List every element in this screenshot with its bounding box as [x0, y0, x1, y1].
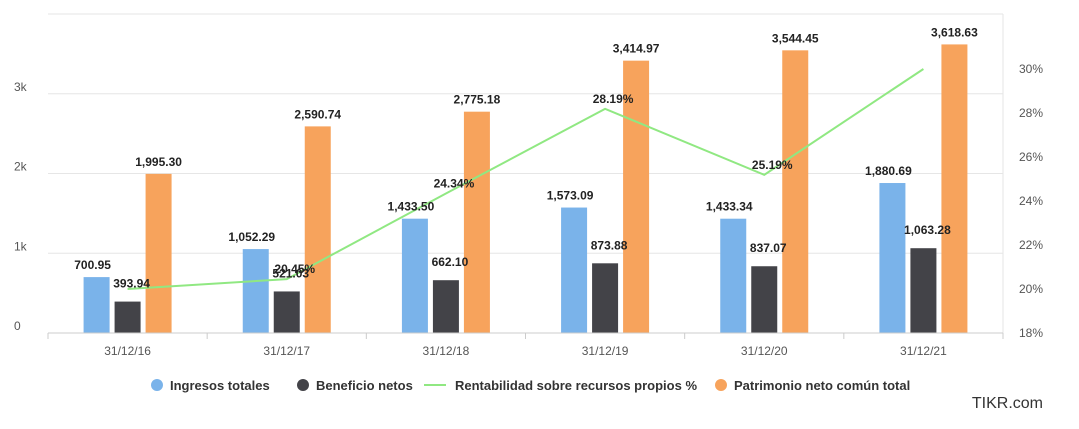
bar-beneficio-netos [432, 280, 459, 333]
bar-ingresos-totales [720, 218, 747, 333]
right-tick-label: 22% [1019, 238, 1043, 252]
roe-line [127, 68, 924, 290]
x-tick-label: 31/12/18 [423, 344, 470, 358]
left-tick-label: 0 [14, 319, 21, 333]
bar-data-label: 1,433.50 [388, 200, 435, 214]
x-tick-label: 31/12/21 [900, 344, 947, 358]
bar-patrimonio-neto-com-n-total [782, 50, 809, 334]
bar-data-label: 393.94 [113, 277, 150, 291]
left-tick-label: 3k [14, 80, 28, 94]
right-tick-label: 30% [1019, 62, 1043, 76]
bar-data-label: 1,433.34 [706, 200, 753, 214]
roe-data-label: 25.19% [752, 158, 793, 172]
bars [83, 44, 968, 334]
bar-patrimonio-neto-com-n-total [463, 111, 490, 333]
bar-data-label: 1,995.30 [135, 155, 182, 169]
bar-data-label: 3,544.45 [772, 31, 819, 45]
right-tick-label: 20% [1019, 282, 1043, 296]
bar-data-label: 521.03 [272, 266, 309, 280]
roe-line-path [127, 68, 924, 290]
bar-data-label: 873.88 [591, 238, 628, 252]
right-tick-label: 18% [1019, 326, 1043, 340]
bar-ingresos-totales [401, 218, 428, 333]
left-axis: 0 1k 2k 3k [14, 80, 28, 333]
legend: Ingresos totales Beneficio netos Rentabili… [151, 378, 910, 393]
legend-label: Beneficio netos [316, 378, 413, 393]
bar-patrimonio-neto-com-n-total [145, 173, 172, 333]
bar-data-label: 1,052.29 [228, 230, 275, 244]
legend-swatch [297, 379, 309, 391]
bar-data-label: 837.07 [750, 241, 787, 255]
bar-data-label: 662.10 [432, 255, 469, 269]
bar-data-label: 2,590.74 [294, 107, 341, 121]
roe-data-label: 28.19% [593, 92, 634, 106]
x-tick-label: 31/12/16 [104, 344, 151, 358]
bar-data-labels: 700.95 1,052.29 1,433.50 1,573.09 1,433.34 1,… [74, 25, 978, 290]
bar-data-label: 1,063.28 [904, 223, 951, 237]
right-tick-label: 24% [1019, 194, 1043, 208]
x-axis: 31/12/16 31/12/17 31/12/18 31/12/19 31/12/20… [47, 332, 1004, 358]
right-tick-label: 26% [1019, 150, 1043, 164]
x-tick-label: 31/12/19 [582, 344, 629, 358]
x-tick-label: 31/12/20 [741, 344, 788, 358]
legend-label: Rentabilidad sobre recursos propios % [455, 378, 697, 393]
bar-beneficio-netos [592, 263, 619, 333]
bar-ingresos-totales [561, 207, 588, 333]
bar-beneficio-netos [273, 291, 300, 333]
roe-data-label: 24.34% [434, 177, 475, 191]
left-tick-label: 1k [14, 239, 28, 253]
bar-data-label: 3,618.63 [931, 25, 978, 39]
bar-patrimonio-neto-com-n-total [623, 60, 650, 334]
bar-beneficio-netos [910, 248, 937, 333]
bar-ingresos-totales [83, 277, 110, 333]
roe-data-label: 20.45% [274, 262, 315, 276]
legend-label: Ingresos totales [170, 378, 270, 393]
legend-swatch [151, 379, 163, 391]
right-axis: 18% 20% 22% 24% 26% 28% 30% [1019, 62, 1043, 340]
x-tick-label: 31/12/17 [263, 344, 310, 358]
bar-patrimonio-neto-com-n-total [304, 126, 331, 333]
bar-patrimonio-neto-com-n-total [941, 44, 968, 334]
legend-swatch [715, 379, 727, 391]
bar-ingresos-totales [879, 183, 906, 333]
bar-data-label: 2,775.18 [454, 93, 501, 107]
bar-data-label: 1,880.69 [865, 164, 912, 178]
bar-data-label: 700.95 [74, 258, 111, 272]
bar-beneficio-netos [114, 301, 141, 333]
bar-data-label: 3,414.97 [613, 42, 660, 56]
bar-beneficio-netos [751, 266, 778, 333]
right-tick-label: 28% [1019, 106, 1043, 120]
brand-watermark: TIKR.com [971, 395, 1043, 412]
legend-label: Patrimonio neto común total [734, 378, 910, 393]
left-tick-label: 2k [14, 160, 28, 174]
bar-data-label: 1,573.09 [547, 189, 594, 203]
bar-ingresos-totales [242, 249, 269, 333]
